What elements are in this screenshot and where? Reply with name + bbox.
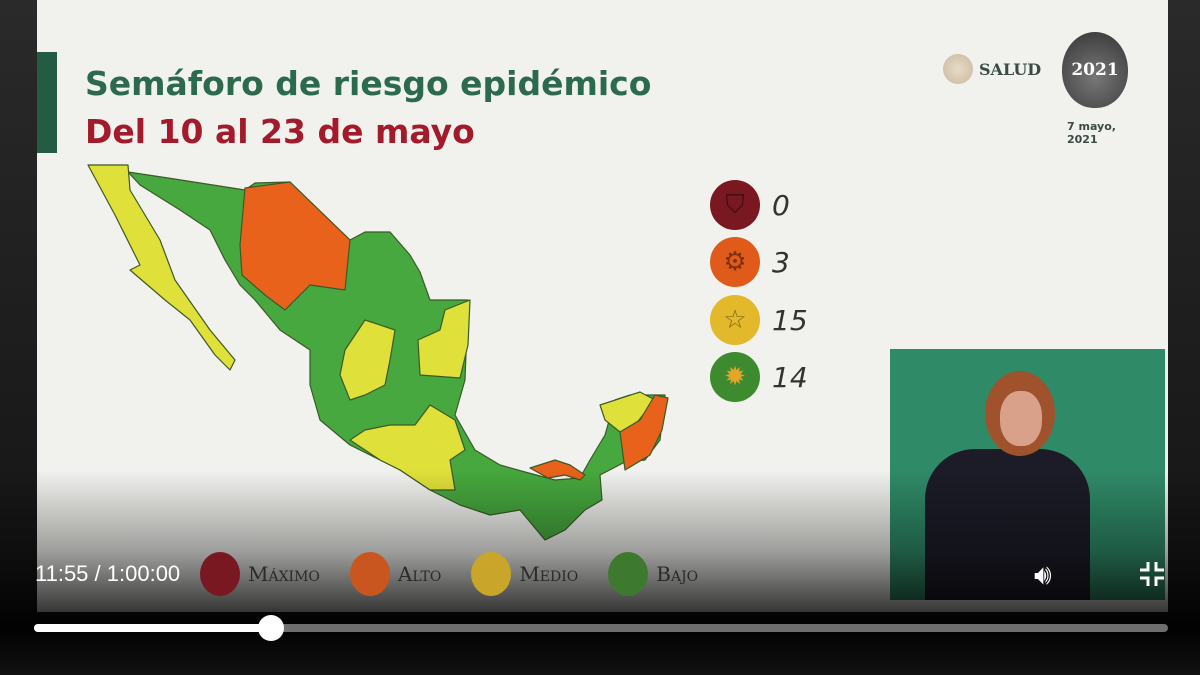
logo-2021-text: 2021 [1071, 60, 1119, 80]
legend-count: 15 [772, 303, 808, 337]
slide-date: 7 mayo, 2021 [1067, 120, 1116, 146]
seek-bar[interactable] [34, 615, 1168, 641]
exit-fullscreen-icon[interactable] [1138, 560, 1166, 588]
bottom-legend-label: Medio [519, 562, 579, 586]
legend-item-medio: ☆ 15 [710, 295, 808, 345]
shield-icon: ⛉ [710, 180, 760, 230]
sun-icon [608, 552, 649, 596]
bottom-legend-label: Bajo [656, 562, 699, 586]
national-seal-icon [943, 54, 973, 84]
shield-icon [200, 552, 240, 596]
time-display: 11:55 / 1:00:00 [35, 561, 180, 587]
bottom-legend-medio: Medio [471, 552, 578, 596]
slide-title: Semáforo de riesgo epidémico [85, 64, 652, 103]
seek-bar-progress [34, 624, 271, 632]
salud-logo-text: SALUD [979, 59, 1042, 79]
gear-icon: ⚙ [710, 237, 760, 287]
mexico-2021-logo: 2021 [1062, 32, 1128, 108]
star-icon: ☆ [710, 295, 760, 345]
map-region-zacatecas-medio [339, 319, 396, 401]
bottom-legend-alto: Alto [349, 552, 442, 596]
legend-count: 14 [772, 360, 808, 394]
mexico-risk-map [87, 164, 669, 541]
time-separator: / [88, 561, 107, 586]
legend-item-maximo: ⛉ 0 [710, 180, 790, 230]
duration: 1:00:00 [106, 561, 181, 586]
interpreter-face [1000, 391, 1042, 446]
legend-item-alto: ⚙ 3 [710, 237, 790, 287]
gear-icon [349, 552, 390, 596]
bottom-legend-bajo: Bajo [608, 552, 698, 596]
bottom-legend-label: Máximo [248, 562, 320, 586]
salud-logo: SALUD [943, 54, 1041, 84]
map-region-quintana-roo-alto [619, 394, 669, 471]
slide-subtitle: Del 10 al 23 de mayo [85, 112, 475, 151]
sun-icon: ✹ [710, 352, 760, 402]
title-accent-bar [37, 52, 57, 153]
map-region-baja-medio [87, 164, 236, 371]
map-region-tamaulipas-medio [417, 299, 471, 379]
volume-icon[interactable]: 🔊︎ [1034, 558, 1052, 591]
legend-item-bajo: ✹ 14 [710, 352, 808, 402]
current-time: 11:55 [35, 561, 89, 586]
bottom-legend-label: Alto [397, 562, 442, 586]
legend-count: 3 [772, 245, 790, 279]
legend-count: 0 [772, 188, 790, 222]
seek-bar-thumb[interactable] [258, 615, 284, 641]
bottom-legend-maximo: Máximo [200, 552, 320, 596]
star-icon [471, 552, 512, 596]
bottom-legend: Máximo Alto Medio Bajo [200, 552, 698, 596]
map-region-chihuahua-alto [239, 181, 351, 311]
